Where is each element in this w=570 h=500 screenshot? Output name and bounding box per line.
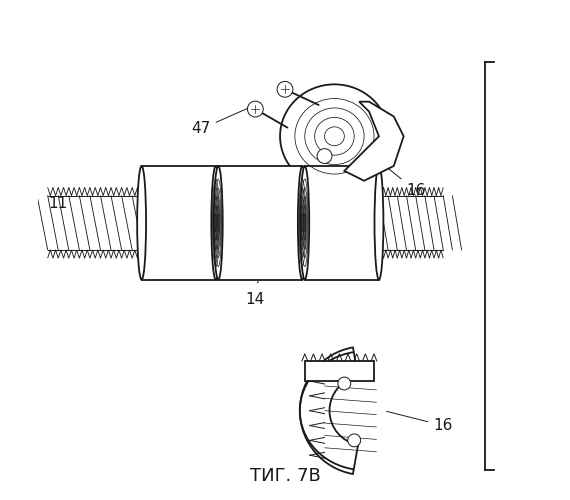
Circle shape <box>317 148 332 164</box>
Ellipse shape <box>137 166 146 280</box>
Bar <box>141 166 216 280</box>
Text: 47: 47 <box>192 103 260 136</box>
Ellipse shape <box>298 166 307 280</box>
Ellipse shape <box>214 166 223 280</box>
Ellipse shape <box>300 166 310 280</box>
Text: 16: 16 <box>381 162 426 198</box>
Polygon shape <box>344 102 404 181</box>
Wedge shape <box>300 348 358 474</box>
Circle shape <box>277 82 293 97</box>
Bar <box>218 166 302 280</box>
Text: 14: 14 <box>246 292 265 307</box>
Bar <box>305 361 374 381</box>
Circle shape <box>348 434 361 447</box>
Text: 11: 11 <box>48 196 67 210</box>
Ellipse shape <box>374 166 384 280</box>
Bar <box>305 166 379 280</box>
Text: 16: 16 <box>386 412 453 433</box>
Circle shape <box>338 377 351 390</box>
Text: ΤИГ. 7В: ΤИГ. 7В <box>250 467 320 485</box>
Bar <box>48 196 164 250</box>
Ellipse shape <box>211 166 220 280</box>
Circle shape <box>247 101 263 117</box>
Bar <box>379 196 443 250</box>
Ellipse shape <box>280 84 389 188</box>
